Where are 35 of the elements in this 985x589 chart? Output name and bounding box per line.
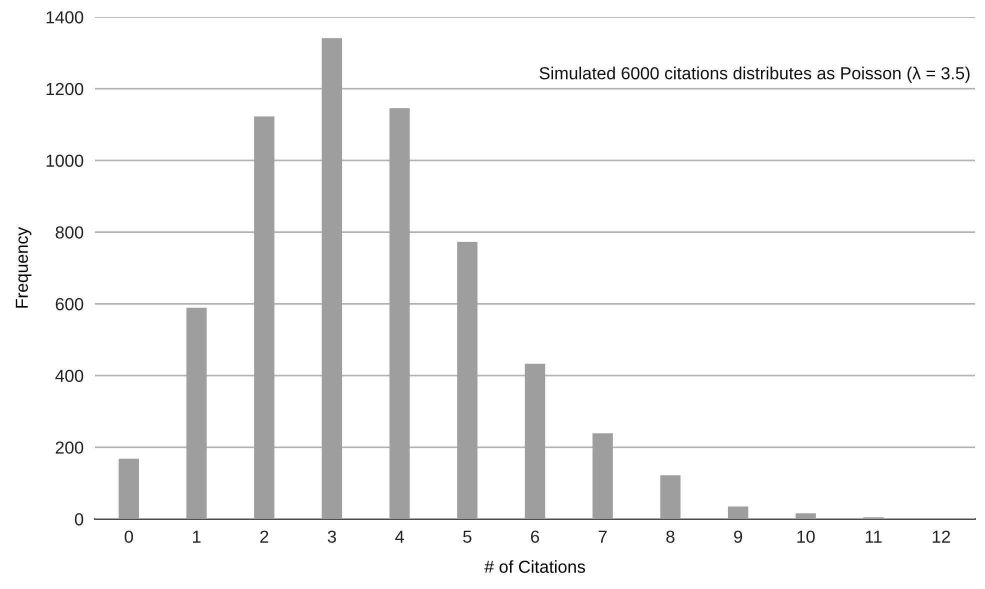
bar	[728, 506, 748, 519]
x-tick-label: 6	[531, 530, 540, 543]
y-axis-title: Frequency	[16, 227, 32, 308]
bar	[457, 242, 478, 519]
x-tick-label: 5	[463, 530, 472, 543]
x-tick-label: 10	[797, 530, 815, 543]
y-tick-label: 1400	[46, 11, 84, 24]
y-tick-label: 400	[55, 370, 84, 382]
x-tick-label: 4	[395, 530, 404, 543]
y-tick-label: 800	[56, 226, 84, 239]
x-axis-title: # of Citations	[484, 560, 586, 573]
bar	[322, 38, 342, 519]
x-tick-label: 7	[598, 530, 607, 543]
x-tick-label: 8	[666, 530, 674, 543]
bar	[118, 458, 139, 519]
bar	[660, 475, 681, 519]
x-tick-label: 12	[932, 530, 950, 543]
annotation: Simulated 6000 citations distributes as Poisson (λ = 3.5)	[540, 66, 970, 83]
x-tick-label: 2	[260, 530, 268, 543]
bar	[524, 364, 546, 519]
y-tick-label: 200	[56, 441, 84, 454]
y-tick-label: 1000	[46, 154, 84, 167]
x-tick-label: 0	[124, 530, 133, 543]
bar	[592, 433, 613, 519]
x-tick-label: 9	[734, 530, 742, 543]
y-tick-label: 0	[74, 513, 84, 526]
bar	[254, 116, 274, 519]
y-tick-label: 1200	[46, 82, 84, 96]
bar	[796, 513, 816, 519]
bar	[186, 308, 207, 519]
y-tick-label: 600	[56, 298, 84, 310]
x-tick-label: 1	[193, 530, 201, 543]
x-tick-label: 11	[866, 530, 882, 543]
x-tick-label: 3	[328, 530, 336, 543]
bar	[389, 108, 410, 519]
